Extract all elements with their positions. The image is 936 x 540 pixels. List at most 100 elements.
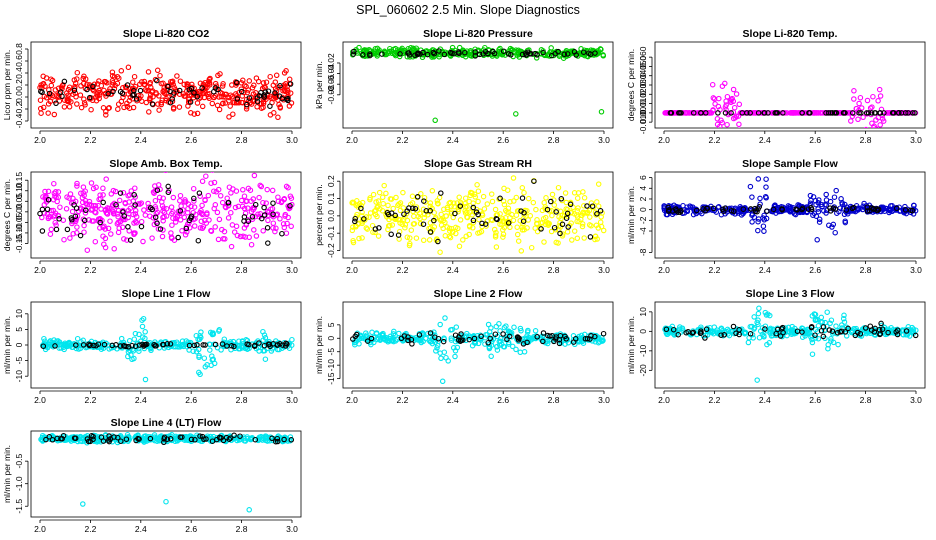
data-point-outlier — [432, 117, 438, 124]
data-point — [277, 83, 283, 89]
data-point — [487, 335, 493, 342]
data-point — [100, 185, 106, 192]
data-point — [200, 342, 206, 348]
data-point — [482, 221, 489, 227]
data-point — [219, 199, 226, 206]
data-point — [177, 198, 183, 204]
data-point — [45, 110, 51, 116]
data-point — [191, 195, 197, 202]
data-point — [684, 110, 690, 116]
data-point — [861, 200, 867, 207]
data-point — [842, 201, 848, 208]
data-point — [815, 335, 822, 342]
data-point — [249, 214, 256, 220]
y-tick-label: -8 — [638, 248, 648, 256]
data-point — [102, 90, 109, 97]
data-point — [38, 110, 44, 116]
data-point — [411, 220, 418, 227]
data-point — [284, 220, 290, 227]
data-point — [517, 349, 524, 356]
data-point — [225, 215, 232, 221]
data-point — [376, 225, 382, 231]
data-point — [56, 216, 62, 222]
data-point — [665, 208, 672, 214]
data-point — [100, 192, 106, 198]
y-tick-label: 0.010 — [638, 93, 648, 115]
data-point — [842, 110, 848, 116]
y-axis-label: ml/min per min. — [2, 316, 12, 374]
data-point — [46, 87, 52, 93]
data-point — [515, 337, 522, 343]
data-point — [858, 105, 865, 111]
data-point — [385, 211, 392, 218]
data-point — [826, 222, 832, 229]
data-point — [521, 189, 527, 196]
data-point — [528, 244, 535, 251]
data-point — [525, 334, 532, 341]
data-point — [132, 202, 138, 208]
data-point — [475, 211, 481, 218]
data-point — [185, 201, 192, 207]
data-point — [541, 199, 547, 206]
data-point — [240, 187, 246, 193]
data-point — [519, 185, 526, 191]
y-axis-label: percent per min. — [314, 184, 324, 245]
data-point — [469, 190, 475, 197]
data-point — [808, 205, 814, 211]
data-point — [900, 331, 906, 338]
data-point — [216, 328, 222, 334]
data-point — [442, 233, 449, 239]
data-point — [799, 205, 806, 212]
y-tick-label: 10 — [14, 309, 24, 319]
data-point — [205, 192, 212, 199]
data-point — [47, 214, 54, 220]
data-point — [80, 216, 87, 222]
data-point — [186, 217, 193, 224]
data-point — [881, 131, 885, 135]
data-point — [74, 230, 80, 236]
data-point — [557, 230, 563, 237]
data-point — [194, 110, 201, 117]
data-point — [730, 86, 737, 93]
y-tick-label: -0.1 — [326, 226, 336, 241]
data-point — [209, 353, 215, 359]
data-point — [587, 214, 593, 220]
data-point — [843, 207, 850, 213]
data-point — [514, 224, 520, 230]
data-point — [72, 435, 79, 442]
data-point — [594, 211, 600, 217]
data-point — [747, 183, 754, 190]
data-point — [799, 110, 805, 116]
data-point — [248, 241, 255, 248]
data-point — [405, 334, 411, 340]
data-point — [229, 82, 235, 88]
data-point — [352, 218, 358, 225]
y-axis-label: ml/min per min. — [314, 316, 324, 374]
data-point — [364, 226, 371, 232]
x-tick-label: 2.8 — [548, 265, 560, 275]
data-point — [350, 224, 356, 230]
data-point — [70, 195, 76, 202]
data-point — [227, 435, 234, 441]
data-point — [137, 81, 143, 88]
plot-frame — [654, 171, 926, 259]
y-tick-label: 4 — [638, 186, 648, 191]
data-point — [751, 214, 758, 220]
data-point — [234, 232, 241, 239]
data-point — [409, 205, 416, 212]
data-point — [514, 231, 521, 238]
data-point — [360, 52, 366, 58]
data-point — [369, 329, 375, 336]
data-point — [676, 110, 682, 116]
data-point — [841, 312, 847, 319]
data-point — [710, 95, 717, 101]
data-point — [483, 332, 489, 338]
data-point — [46, 434, 53, 440]
data-point — [710, 330, 717, 337]
data-point — [102, 235, 109, 242]
y-tick-label: -10 — [14, 370, 24, 383]
data-point — [45, 188, 52, 195]
data-point — [100, 199, 106, 206]
data-point — [204, 362, 210, 368]
data-point — [69, 208, 76, 215]
